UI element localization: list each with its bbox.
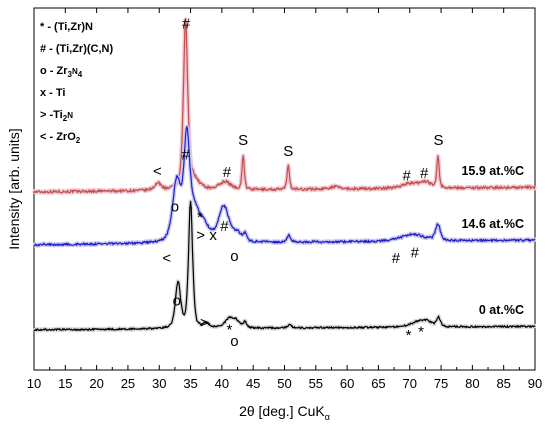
x-tick-label: 70 — [403, 376, 417, 391]
x-tick-label: 40 — [215, 376, 229, 391]
peak-marker: S — [283, 143, 293, 160]
x-tick-label: 15 — [58, 376, 72, 391]
x-tick-label: 90 — [528, 376, 542, 391]
peak-marker: o — [171, 198, 179, 215]
peak-marker: < — [162, 250, 171, 267]
series-line — [33, 18, 536, 194]
x-tick-label: 55 — [309, 376, 323, 391]
peak-marker: x — [209, 227, 217, 244]
x-tick-label: 10 — [27, 376, 41, 391]
legend-entry: < - ZrO2 — [40, 131, 81, 145]
peak-marker: * — [406, 327, 412, 344]
peak-marker: < — [153, 163, 162, 180]
x-tick-label: 50 — [277, 376, 291, 391]
legend-entry: o - Zr3N4 — [40, 65, 83, 79]
x-tick-label: 60 — [340, 376, 354, 391]
peak-marker: # — [220, 218, 229, 235]
x-tick-label: 65 — [371, 376, 385, 391]
x-tick-label: 80 — [465, 376, 479, 391]
peak-marker: # — [181, 147, 190, 164]
peak-marker: S — [238, 132, 248, 149]
peak-marker: * — [418, 324, 424, 341]
series-line — [33, 200, 536, 332]
x-tick-label: 85 — [496, 376, 510, 391]
x-tick-label: 35 — [183, 376, 197, 391]
x-axis-label: 2θ [deg.] CuKα — [239, 403, 330, 422]
legend-entry: > -Ti2N — [40, 109, 73, 123]
peak-marker: > — [200, 314, 209, 331]
x-tick-label: 45 — [246, 376, 260, 391]
peak-marker: # — [392, 250, 401, 267]
x-tick-label: 20 — [89, 376, 103, 391]
x-tick-label: 25 — [121, 376, 135, 391]
series-label: 15.9 at.%C — [461, 164, 524, 178]
peak-marker: # — [420, 165, 429, 182]
peak-marker: # — [402, 167, 411, 184]
peak-marker: # — [411, 244, 420, 261]
x-tick-label: 75 — [434, 376, 448, 391]
legend-entry: * - (Ti,Zr)N — [40, 21, 93, 33]
legend-entry: x - Ti — [40, 87, 65, 99]
x-tick-label: 30 — [152, 376, 166, 391]
peak-marker: S — [434, 132, 444, 149]
peak-marker: o — [230, 333, 238, 350]
series-label: 14.6 at.%C — [461, 217, 524, 231]
legend-entry: # - (Ti,Zr)(C,N) — [40, 43, 113, 55]
peak-marker: o — [173, 293, 181, 310]
series-line — [34, 126, 536, 247]
peak-marker: o — [230, 248, 238, 265]
series-halo — [32, 199, 537, 333]
peak-marker: # — [223, 164, 232, 181]
peak-marker: > — [196, 227, 205, 244]
series-label: 0 at.%C — [479, 303, 524, 317]
peak-marker: * — [197, 209, 203, 226]
peak-marker: # — [182, 16, 191, 33]
y-axis-label: Intensity [arb. units] — [6, 128, 22, 249]
peak-marker: * — [226, 321, 232, 338]
